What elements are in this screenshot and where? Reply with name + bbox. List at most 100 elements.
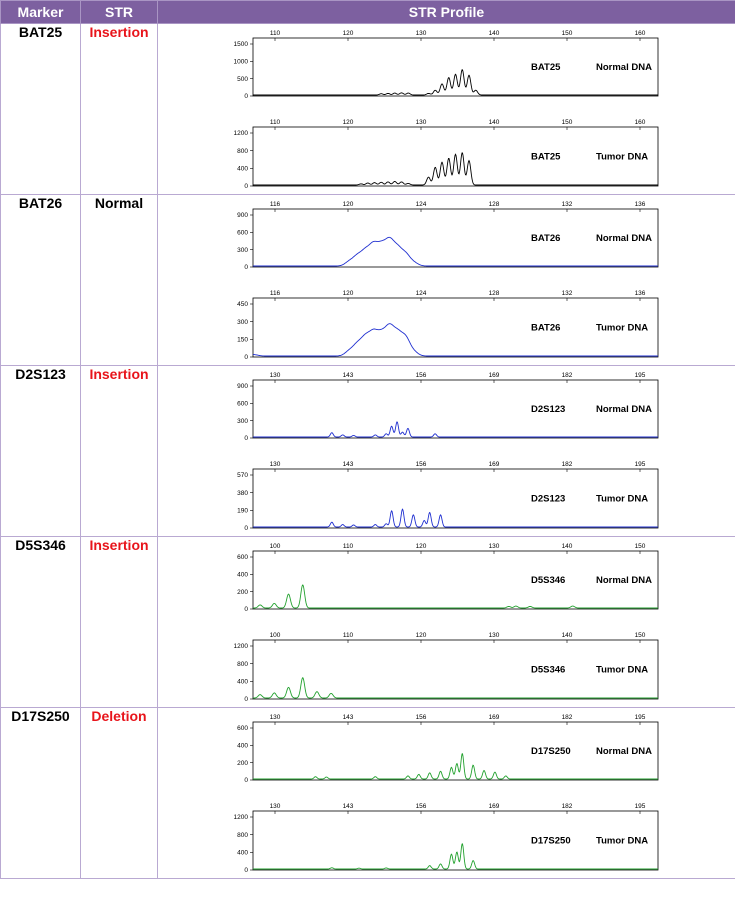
str-profile-cell: 130 143 156 169 182 195 900 600 300 0 D2S123 Normal… [157, 365, 735, 537]
panel-marker-label: D5S346 [531, 575, 565, 586]
y-tick-label: 1000 [234, 59, 249, 66]
y-tick-label: 0 [244, 606, 248, 613]
x-tick-label: 182 [562, 803, 573, 810]
x-tick-label: 143 [343, 714, 354, 721]
x-tick-label: 120 [343, 119, 354, 126]
panel-marker-label: BAT26 [531, 323, 560, 334]
x-tick-label: 182 [562, 714, 573, 721]
y-tick-label: 600 [237, 725, 248, 732]
panel-sample-label: Normal DNA [596, 746, 652, 757]
panel-marker-label: D17S250 [531, 836, 571, 847]
y-tick-label: 1500 [234, 41, 249, 48]
str-status-cell: Normal [80, 194, 158, 366]
y-tick-label: 0 [244, 435, 248, 442]
str-status-cell: Deletion [80, 707, 158, 879]
y-tick-label: 1200 [234, 643, 249, 650]
x-tick-label: 156 [416, 372, 427, 379]
panel-marker-label: BAT25 [531, 62, 561, 73]
panel-sample-label: Normal DNA [596, 404, 652, 415]
y-tick-label: 200 [237, 760, 248, 767]
table-body: BAT25 Insertion 110 120 130 140 150 160 1500 1000… [0, 23, 735, 879]
marker-cell: BAT25 [0, 23, 81, 195]
trace-line [253, 236, 658, 267]
x-tick-label: 124 [416, 201, 427, 208]
x-tick-label: 140 [489, 30, 500, 37]
x-tick-label: 143 [343, 461, 354, 468]
x-tick-label: 160 [635, 119, 646, 126]
x-tick-label: 195 [635, 803, 646, 810]
x-tick-label: 110 [343, 543, 354, 550]
str-profile-cell: 100 110 120 130 140 150 600 400 200 0 D5S346 Normal… [157, 536, 735, 708]
x-tick-label: 130 [416, 119, 427, 126]
x-tick-label: 120 [343, 201, 354, 208]
panel-sample-label: Tumor DNA [596, 836, 648, 847]
panel-marker-label: D2S123 [531, 494, 565, 505]
plot-frame [252, 721, 659, 781]
x-tick-label: 150 [635, 543, 646, 550]
str-status-cell: Insertion [80, 536, 158, 708]
marker-cell: D5S346 [0, 536, 81, 708]
x-tick-label: 130 [489, 632, 500, 639]
panel-sample-label: Tumor DNA [596, 323, 648, 334]
y-tick-label: 800 [237, 832, 248, 839]
plot-frame [252, 37, 659, 97]
table-row: BAT25 Insertion 110 120 130 140 150 160 1500 1000… [0, 23, 735, 195]
str-status: Deletion [91, 708, 147, 724]
electropherogram-panel: 110 120 130 140 150 160 1200 800 400 0 BAT25 Tumor … [234, 119, 659, 190]
str-profile-chart: 130 143 156 169 182 195 600 400 200 0 D17S250 Norma… [234, 714, 659, 874]
plot-frame [252, 126, 659, 187]
plot-frame [252, 550, 659, 610]
x-tick-label: 140 [562, 632, 573, 639]
table-row: D17S250 Deletion 130 143 156 169 182 195 600 400 2… [0, 707, 735, 879]
table-row: D5S346 Insertion 100 110 120 130 140 150 600 400 2… [0, 536, 735, 708]
x-tick-label: 136 [635, 290, 646, 297]
trace-line [253, 843, 658, 870]
y-tick-label: 0 [244, 93, 248, 100]
str-profile-chart: 100 110 120 130 140 150 600 400 200 0 D5S346 Normal… [234, 543, 659, 703]
x-tick-label: 156 [416, 714, 427, 721]
str-table: Marker STR STR Profile BAT25 Insertion 110… [0, 0, 735, 879]
header-profile: STR Profile [157, 0, 735, 24]
x-tick-label: 130 [270, 803, 281, 810]
y-tick-label: 300 [237, 247, 248, 254]
x-tick-label: 156 [416, 803, 427, 810]
y-tick-label: 150 [237, 337, 248, 344]
x-tick-label: 140 [562, 543, 573, 550]
y-tick-label: 900 [237, 383, 248, 390]
panel-sample-label: Tumor DNA [596, 152, 648, 163]
str-profile-cell: 130 143 156 169 182 195 600 400 200 0 D17S250 Norma… [157, 707, 735, 879]
x-tick-label: 110 [343, 632, 354, 639]
y-tick-label: 380 [237, 490, 248, 497]
y-tick-label: 0 [244, 525, 248, 532]
plot-frame [252, 297, 659, 358]
table-row: BAT26 Normal 116 120 124 128 132 136 900 600 300 0 B… [0, 194, 735, 366]
y-tick-label: 400 [237, 166, 248, 173]
y-tick-label: 0 [244, 183, 248, 190]
x-tick-label: 110 [270, 119, 281, 126]
electropherogram-panel: 130 143 156 169 182 195 600 400 200 0 D17S250 Norma… [237, 714, 659, 784]
trace-line [253, 323, 658, 357]
electropherogram-panel: 116 120 124 128 132 136 450 300 150 0 BAT26 Tumor D… [237, 290, 659, 361]
trace-line [253, 508, 658, 528]
y-tick-label: 400 [237, 572, 248, 579]
x-tick-label: 150 [562, 119, 573, 126]
panel-marker-label: D5S346 [531, 665, 565, 676]
str-status: Insertion [89, 24, 149, 40]
x-tick-label: 130 [270, 461, 281, 468]
str-status: Insertion [89, 537, 149, 553]
str-profile-cell: 110 120 130 140 150 160 1500 1000 500 0 BAT25 Norma… [157, 23, 735, 195]
panel-marker-label: D17S250 [531, 746, 571, 757]
y-tick-label: 400 [237, 679, 248, 686]
x-tick-label: 169 [489, 803, 500, 810]
x-tick-label: 120 [343, 30, 354, 37]
electropherogram-panel: 130 143 156 169 182 195 1200 800 400 0 D17S250 Tumo… [234, 803, 659, 874]
x-tick-label: 182 [562, 372, 573, 379]
x-tick-label: 120 [343, 290, 354, 297]
header-row: Marker STR STR Profile [0, 0, 735, 24]
y-tick-label: 1200 [234, 130, 249, 137]
panel-sample-label: Normal DNA [596, 575, 652, 586]
x-tick-label: 195 [635, 372, 646, 379]
trace-line [253, 677, 658, 699]
panel-marker-label: BAT26 [531, 233, 560, 244]
plot-frame [252, 810, 659, 871]
